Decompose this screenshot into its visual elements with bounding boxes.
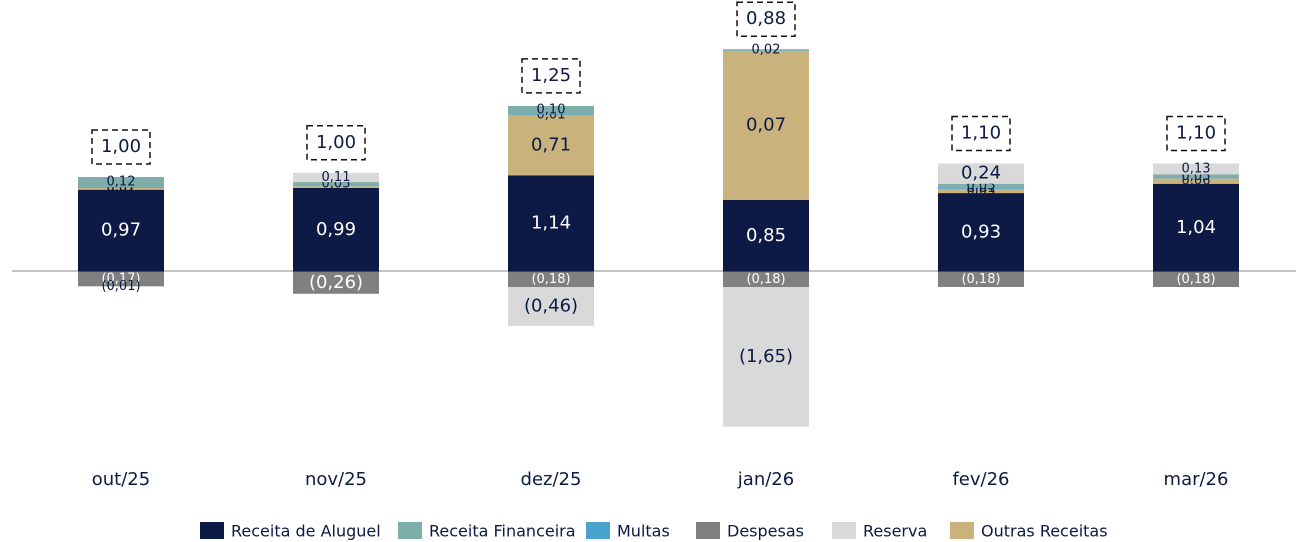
bar-segment: [938, 188, 1024, 189]
value-label: (0,26): [309, 272, 363, 293]
bar-segment: [78, 271, 164, 287]
legend-swatch: [200, 522, 224, 539]
value-label: 0,10: [537, 103, 566, 118]
legend-label: Reserva: [863, 522, 927, 541]
value-label: 0,85: [746, 225, 786, 246]
x-tick-label: mar/26: [1164, 469, 1229, 490]
bar-segment: [1153, 178, 1239, 184]
total-label: 1,10: [961, 122, 1001, 143]
bar-segment: [293, 188, 379, 272]
value-label: (0,17): [101, 271, 140, 286]
total-label: 1,25: [531, 65, 571, 86]
total-label: 1,00: [316, 132, 356, 153]
x-tick-label: dez/25: [521, 469, 582, 490]
value-label: (0,01): [101, 279, 140, 294]
bar-segment: [723, 50, 809, 200]
value-label: (0,18): [531, 272, 570, 287]
bar-segment: [508, 105, 594, 115]
bar-segment: [723, 199, 809, 272]
value-label: (0,18): [746, 272, 785, 287]
value-label: 1,14: [531, 213, 571, 234]
x-tick-label: out/25: [92, 469, 150, 490]
legend-swatch: [586, 522, 610, 539]
bar-segment: [508, 115, 594, 176]
value-label: 0,07: [746, 114, 786, 135]
bar-segment: [78, 286, 164, 287]
total-label: 1,10: [1176, 122, 1216, 143]
x-tick-label: fev/26: [952, 469, 1009, 490]
legend-label: Despesas: [727, 522, 804, 541]
bar-segment: [508, 271, 594, 287]
bar-segment: [293, 182, 379, 187]
legend-swatch: [398, 522, 422, 539]
bar-segment: [508, 175, 594, 272]
value-label: (0,18): [1176, 272, 1215, 287]
bar-segment: [938, 183, 1024, 188]
value-label: 1,04: [1176, 217, 1216, 238]
bar-segment: [938, 193, 1024, 272]
total-box: [951, 115, 1011, 152]
bar-segment: [1153, 163, 1239, 175]
total-box: [306, 125, 366, 161]
bar-segment: [78, 189, 164, 272]
value-label: 0,24: [961, 163, 1001, 184]
bar-segment: [938, 271, 1024, 287]
value-label: (0,46): [524, 295, 578, 316]
value-label: 0,11: [322, 170, 351, 185]
legend-label: Receita de Aluguel: [231, 522, 381, 541]
bar-segment: [723, 49, 809, 51]
bar-segment: [723, 287, 809, 427]
legend-label: Receita Financeira: [429, 522, 576, 541]
total-box: [521, 58, 581, 94]
x-tick-label: jan/26: [737, 469, 794, 490]
value-label: 0,12: [107, 175, 136, 190]
bar-segment: [508, 114, 594, 116]
bar-segment: [1153, 183, 1239, 272]
bar-segment: [938, 163, 1024, 184]
value-label: (1,65): [739, 346, 793, 367]
legend-swatch: [832, 522, 856, 539]
legend-swatch: [950, 522, 974, 539]
value-label: 0,97: [101, 220, 141, 241]
value-label: 0,99: [316, 219, 356, 240]
bar-segment: [1153, 271, 1239, 287]
bar-segment: [293, 271, 379, 294]
x-tick-label: nov/25: [305, 469, 367, 490]
bar-segment: [1153, 174, 1239, 179]
value-label: (0,18): [961, 272, 1000, 287]
value-label: 0,93: [961, 221, 1001, 242]
bar-segment: [293, 172, 379, 183]
value-label: 0,02: [752, 43, 781, 58]
bar-segment: [723, 271, 809, 287]
legend-label: Outras Receitas: [981, 522, 1108, 541]
bar-segment: [508, 287, 594, 326]
value-label: 0,71: [531, 134, 571, 155]
value-label: 0,13: [1182, 161, 1211, 176]
legend-label: Multas: [617, 522, 670, 541]
bar-segment: [938, 188, 1024, 194]
total-box: [736, 1, 796, 37]
total-label: 0,88: [746, 8, 786, 29]
bar-segment: [78, 188, 164, 190]
bar-segment: [78, 177, 164, 188]
bar-segment: [78, 187, 164, 188]
total-box: [91, 129, 151, 165]
total-label: 1,00: [101, 136, 141, 157]
bar-segment: [293, 186, 379, 188]
total-box: [1166, 115, 1226, 152]
legend-swatch: [696, 522, 720, 539]
